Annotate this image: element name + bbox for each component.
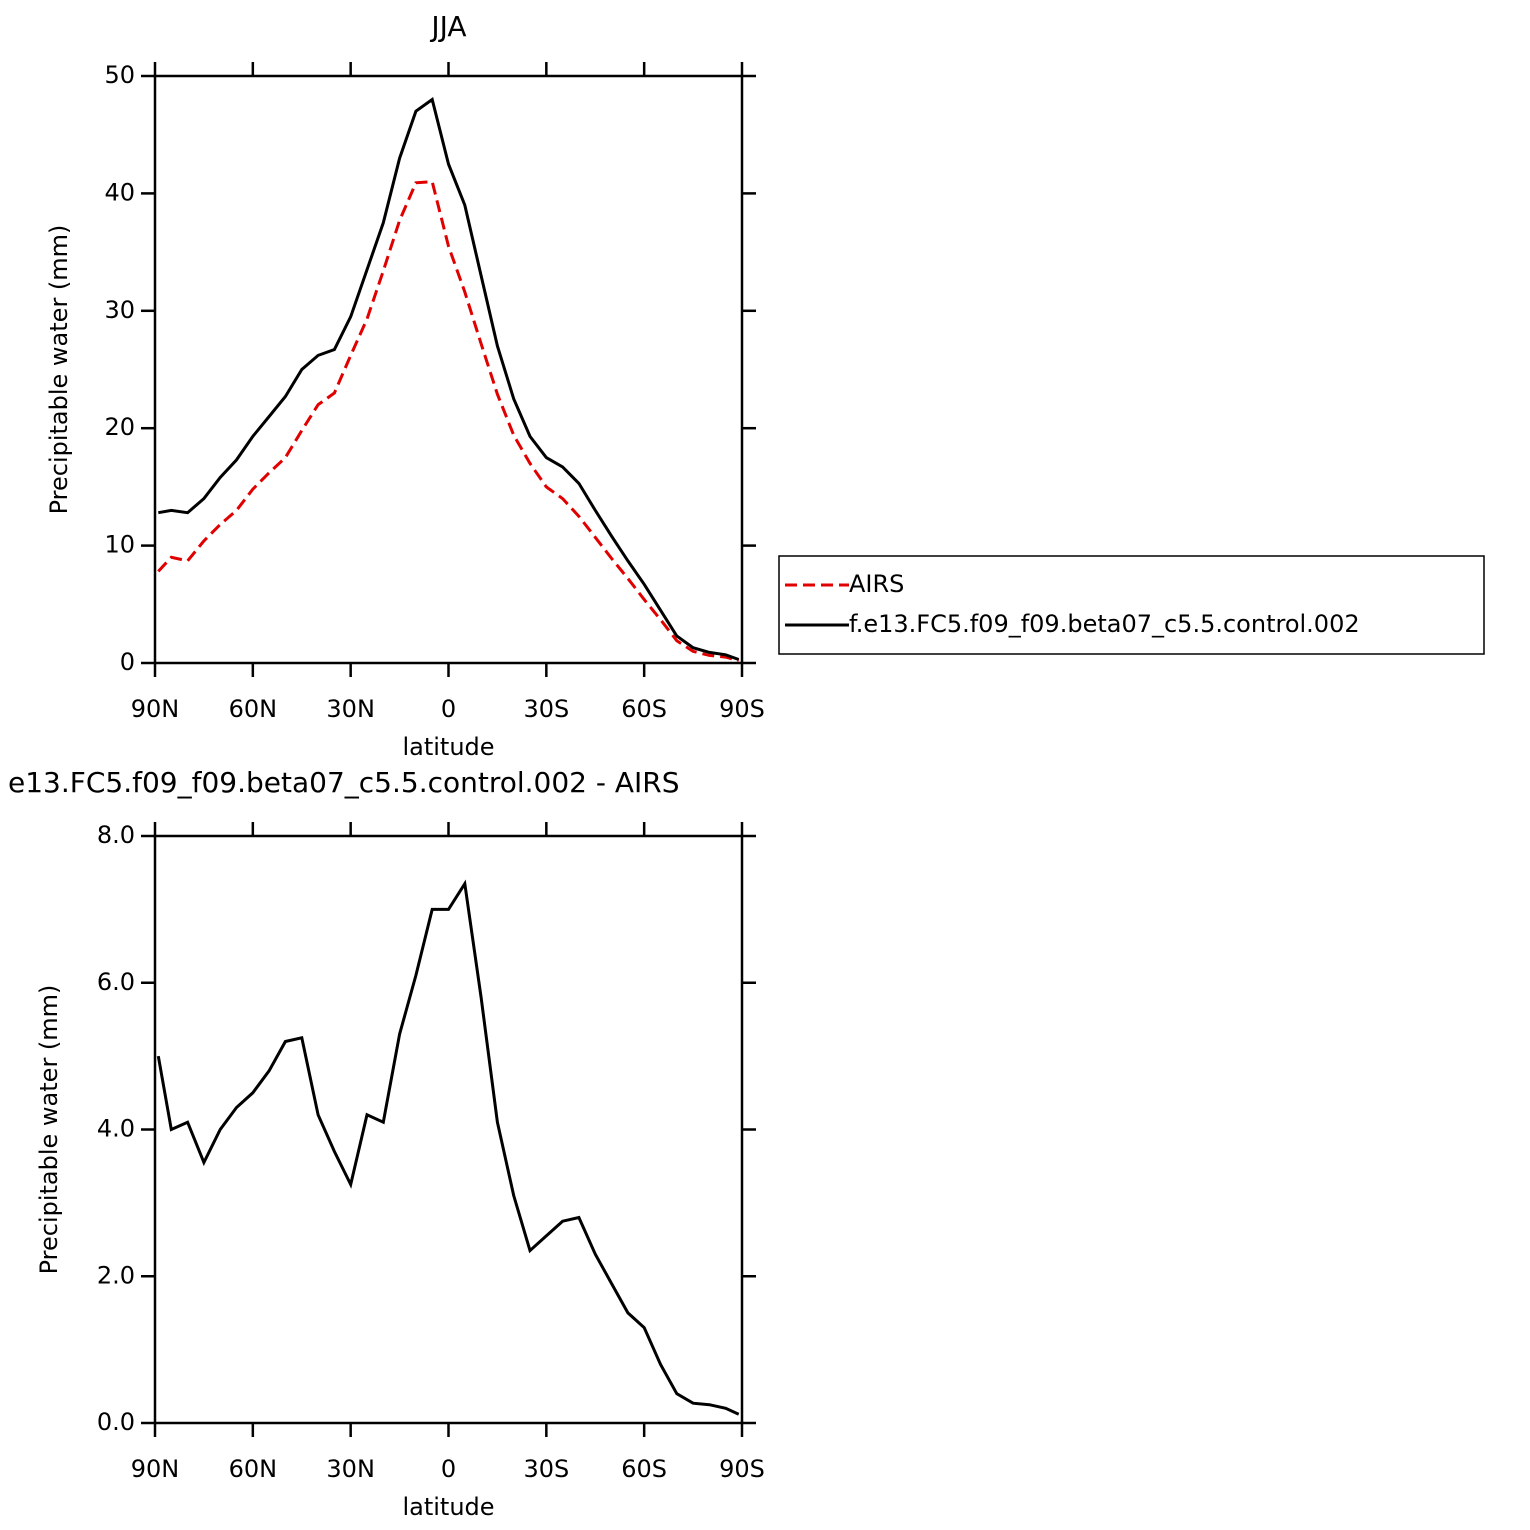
x-tick-label: 30S: [523, 1455, 569, 1483]
y-axis-label: Precipitable water (mm): [35, 985, 63, 1275]
x-axis-label: latitude: [402, 733, 494, 761]
y-tick-label: 40: [104, 178, 135, 206]
x-tick-label: 90S: [719, 695, 765, 723]
y-tick-label: 4.0: [97, 1115, 135, 1143]
x-tick-label: 60S: [621, 1455, 667, 1483]
y-tick-label: 10: [104, 531, 135, 559]
x-tick-label: 60S: [621, 695, 667, 723]
x-axis-label: latitude: [402, 1493, 494, 1521]
y-tick-label: 50: [104, 61, 135, 89]
series-line: [157, 180, 740, 663]
y-tick-label: 2.0: [97, 1261, 135, 1289]
x-tick-label: 30S: [523, 695, 569, 723]
x-tick-label: 60N: [229, 695, 278, 723]
y-axis-label: Precipitable water (mm): [45, 225, 73, 515]
x-tick-label: 90N: [131, 695, 180, 723]
y-tick-label: 20: [104, 413, 135, 441]
plot-frame: [153, 834, 744, 1425]
legend-label: f.e13.FC5.f09_f09.beta07_c5.5.control.00…: [849, 610, 1360, 638]
x-tick-label: 0: [441, 1455, 456, 1483]
y-tick-label: 30: [104, 296, 135, 324]
series-line: [156, 879, 740, 1416]
y-tick-label: 8.0: [97, 821, 135, 849]
x-tick-label: 30N: [326, 1455, 375, 1483]
x-tick-label: 60N: [229, 1455, 278, 1483]
x-tick-label: 30N: [326, 695, 375, 723]
y-tick-label: 6.0: [97, 968, 135, 996]
chart-title: e13.FC5.f09_f09.beta07_c5.5.control.002 …: [8, 766, 680, 799]
legend-label: AIRS: [849, 570, 904, 598]
legend-box: [778, 555, 1485, 655]
x-tick-label: 90S: [719, 1455, 765, 1483]
series-line: [158, 96, 740, 661]
y-tick-label: 0: [120, 648, 135, 676]
x-tick-label: 90N: [131, 1455, 180, 1483]
chart-title: JJA: [429, 10, 466, 43]
x-tick-label: 0: [441, 695, 456, 723]
y-tick-label: 0.0: [97, 1408, 135, 1436]
